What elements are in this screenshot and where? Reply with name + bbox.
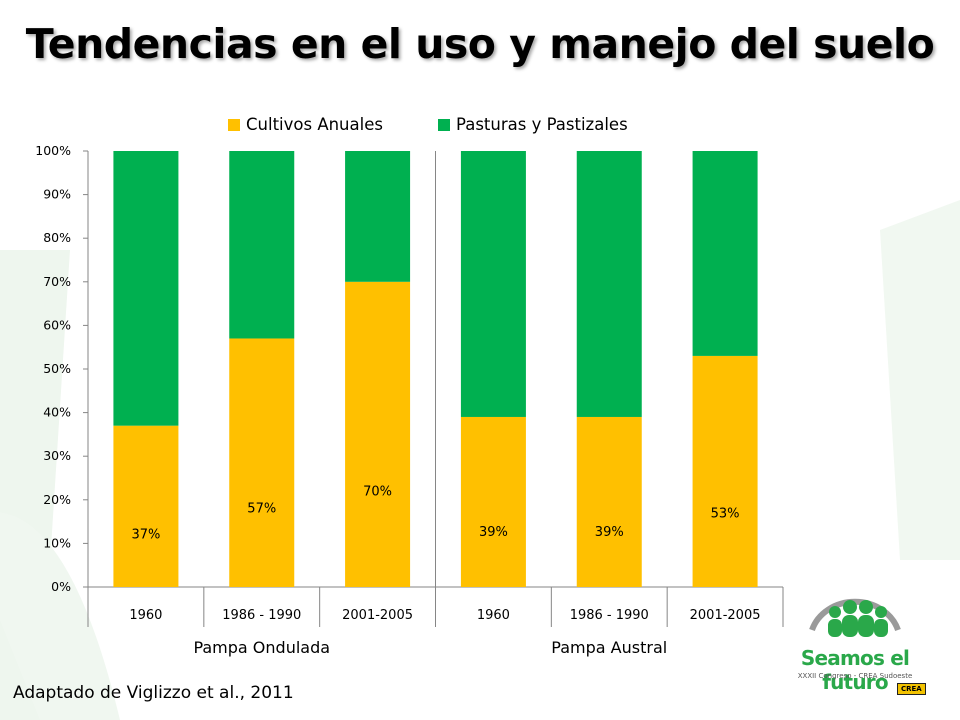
data-label: 53% <box>711 507 740 522</box>
y-tick-label: 0% <box>51 579 71 594</box>
crea-logo: Seamos el futuro XXXII Congreso - CREA S… <box>770 582 940 702</box>
x-tick-label: 1986 - 1990 <box>222 608 301 623</box>
bar-segment-cultivos <box>692 355 758 587</box>
y-tick-label: 50% <box>43 361 71 376</box>
bar-segment-pasturas <box>460 151 526 417</box>
group-label: Pampa Ondulada <box>193 638 330 657</box>
data-label: 37% <box>131 528 160 543</box>
logo-badge: CREA <box>897 683 926 695</box>
x-tick-label: 1960 <box>477 608 510 623</box>
x-tick-label: 2001-2005 <box>342 608 413 623</box>
legend-swatch <box>228 119 240 131</box>
y-tick-label: 80% <box>43 230 71 245</box>
y-tick-label: 90% <box>43 187 71 202</box>
bar-segment-pasturas <box>345 151 411 282</box>
y-tick-label: 70% <box>43 274 71 289</box>
bar-segment-cultivos <box>345 281 411 587</box>
y-tick-label: 60% <box>43 317 71 332</box>
bar-segment-pasturas <box>113 151 179 426</box>
bar-segment-cultivos <box>113 425 179 587</box>
y-tick-label: 10% <box>43 535 71 550</box>
bar-segment-pasturas <box>692 151 758 356</box>
logo-brand-text: Seamos el futuro <box>800 646 910 694</box>
data-label: 39% <box>595 525 624 540</box>
logo-subtitle: XXXII Congreso - CREA Sudoeste <box>797 672 913 680</box>
bar-segment-cultivos <box>460 416 526 587</box>
x-tick-label: 1986 - 1990 <box>570 608 649 623</box>
data-label: 57% <box>247 501 276 516</box>
y-tick-label: 40% <box>43 405 71 420</box>
group-label: Pampa Austral <box>551 638 667 657</box>
y-tick-label: 100% <box>35 143 71 158</box>
legend-label: Cultivos Anuales <box>246 115 383 134</box>
x-tick-label: 1960 <box>129 608 162 623</box>
data-label: 39% <box>479 525 508 540</box>
data-label: 70% <box>363 484 392 499</box>
bar-segment-pasturas <box>229 151 295 339</box>
legend-label: Pasturas y Pastizales <box>456 115 628 134</box>
bar-segment-cultivos <box>576 416 642 587</box>
y-tick-label: 20% <box>43 492 71 507</box>
bar-segment-cultivos <box>229 338 295 587</box>
source-citation: Adaptado de Viglizzo et al., 2011 <box>13 683 294 703</box>
bar-segment-pasturas <box>576 151 642 417</box>
legend-swatch <box>438 119 450 131</box>
x-tick-label: 2001-2005 <box>690 608 761 623</box>
people-arc-icon <box>809 598 901 637</box>
slide-title: Tendencias en el uso y manejo del suelo <box>25 20 935 68</box>
y-tick-label: 30% <box>43 448 71 463</box>
